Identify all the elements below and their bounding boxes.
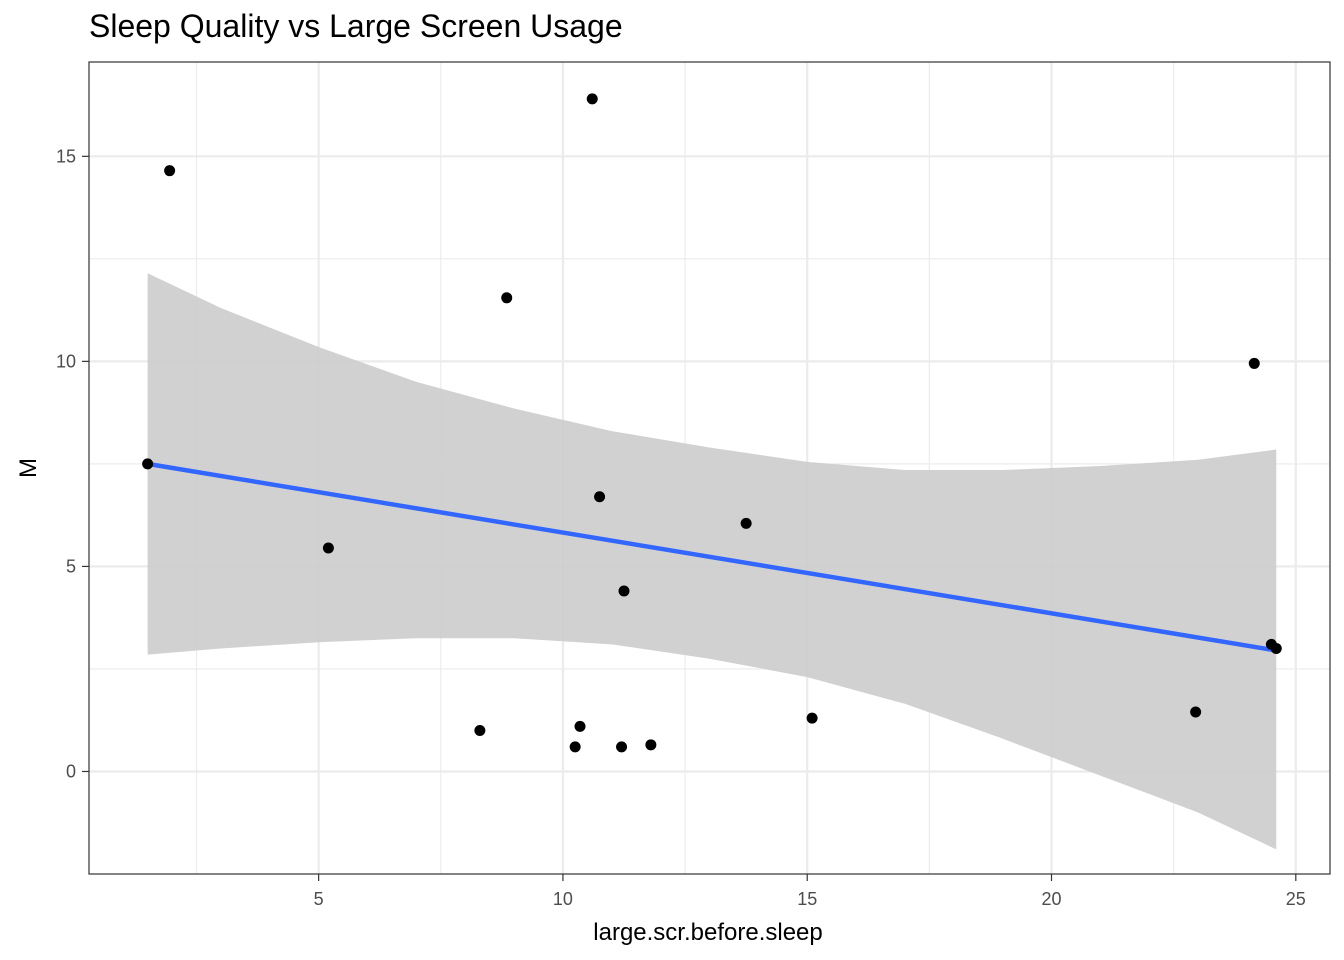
data-point — [164, 165, 176, 177]
data-point — [322, 542, 334, 554]
data-point — [574, 720, 586, 732]
x-tick-label: 25 — [1286, 889, 1306, 909]
x-tick-label: 10 — [553, 889, 573, 909]
data-point — [474, 724, 486, 736]
data-point — [569, 741, 581, 753]
data-points — [142, 93, 1282, 753]
confidence-band-group — [147, 273, 1277, 850]
data-point — [645, 739, 657, 751]
data-point — [501, 292, 513, 304]
data-point — [1270, 642, 1282, 654]
data-point — [740, 517, 752, 529]
data-point — [586, 93, 598, 105]
y-tick-label: 10 — [56, 351, 76, 371]
x-tick-label: 5 — [314, 889, 324, 909]
y-tick-label: 5 — [66, 556, 76, 576]
confidence-band — [147, 273, 1277, 850]
x-axis-title: large.scr.before.sleep — [593, 919, 822, 946]
data-point — [1190, 706, 1202, 718]
y-tick-label: 0 — [66, 761, 76, 781]
y-tick-label: 15 — [56, 146, 76, 166]
regression-line-group — [147, 461, 1277, 653]
panel-border — [88, 61, 1331, 875]
chart-title: Sleep Quality vs Large Screen Usage — [89, 8, 623, 44]
axes: 5 10 15 20 25 0 5 10 15 — [56, 146, 1306, 909]
data-point — [616, 741, 628, 753]
data-point — [594, 491, 606, 503]
regression-line — [147, 461, 1277, 653]
x-tick-label: 20 — [1041, 889, 1061, 909]
data-point — [1248, 357, 1260, 369]
x-tick-label: 15 — [797, 889, 817, 909]
data-point — [806, 712, 818, 724]
data-point — [142, 458, 154, 470]
y-axis-title: M — [15, 458, 42, 478]
data-point — [618, 585, 630, 597]
